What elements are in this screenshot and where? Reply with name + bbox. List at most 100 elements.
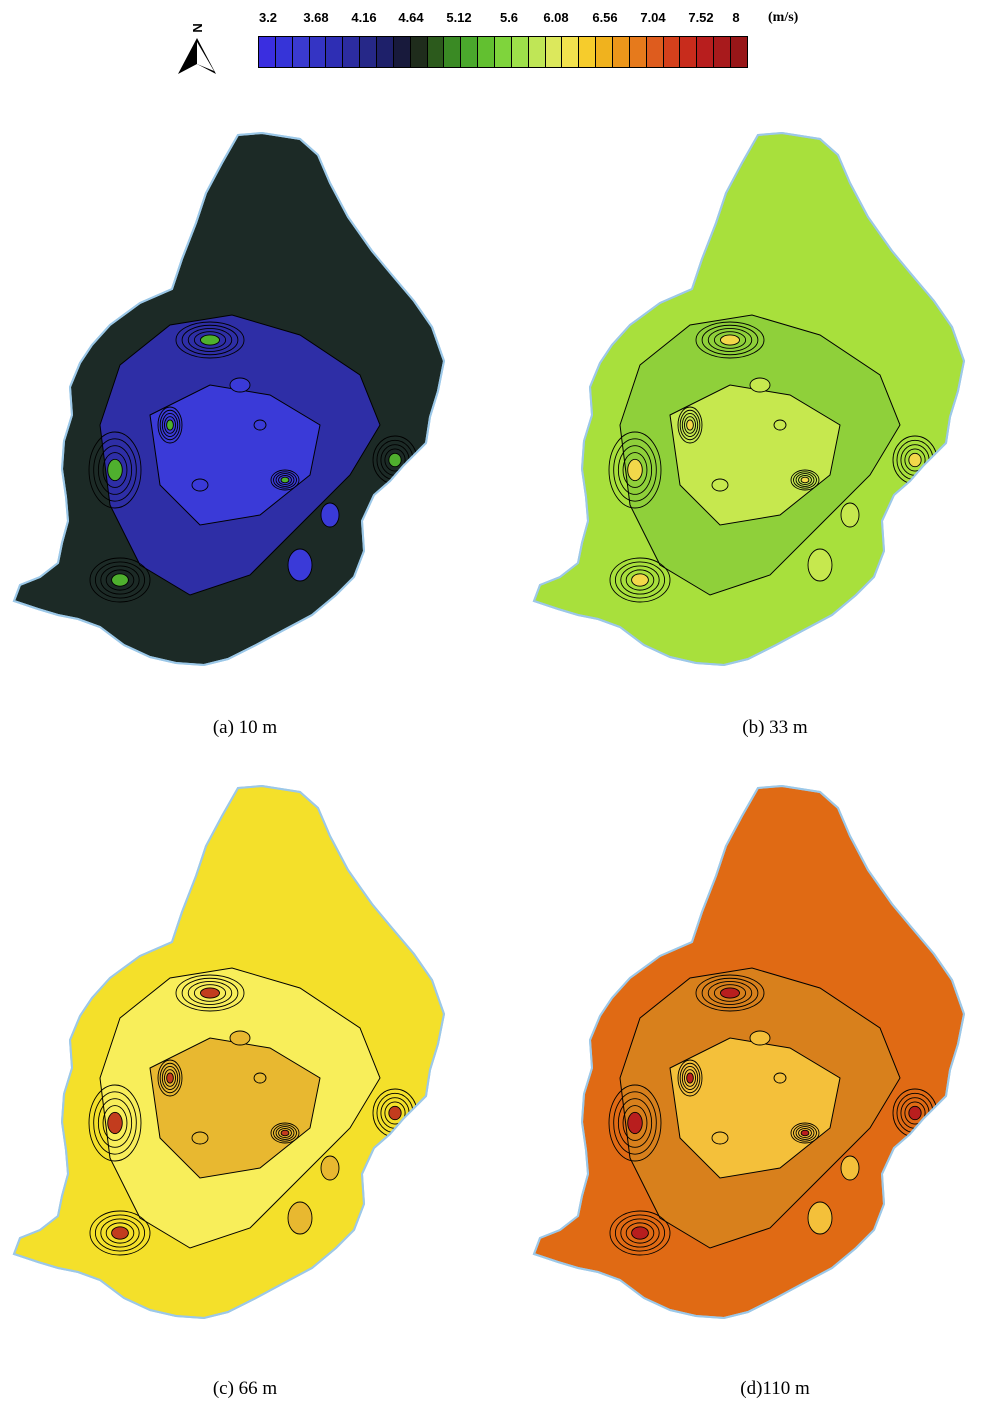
contour-line xyxy=(609,557,671,603)
contour-line xyxy=(89,557,151,603)
color-scale-swatch xyxy=(495,37,512,67)
contour-line xyxy=(908,1105,922,1121)
contour-line xyxy=(89,1210,151,1256)
contour-line xyxy=(278,1127,292,1139)
contour-line xyxy=(191,1131,209,1145)
legend-tick: 5.6 xyxy=(499,10,519,25)
coastline xyxy=(532,131,966,667)
contour-line xyxy=(270,469,300,491)
contour-line xyxy=(798,1127,812,1139)
contour-line xyxy=(686,1072,694,1084)
contour-line xyxy=(102,1105,128,1141)
contour-line xyxy=(631,1226,649,1240)
panel-caption: (d)110 m xyxy=(740,1378,810,1399)
contour-region xyxy=(669,1037,841,1179)
contour-line xyxy=(608,1084,662,1162)
color-scale-swatch xyxy=(461,37,479,67)
contour-line xyxy=(111,1226,129,1240)
contour-line xyxy=(187,328,233,352)
contour-line xyxy=(609,1210,671,1256)
panel-caption: (a) 10 m xyxy=(212,717,278,738)
contour-line xyxy=(111,573,129,587)
contour-line xyxy=(613,438,657,502)
contour-line xyxy=(181,324,239,356)
color-scale-swatch xyxy=(309,37,327,67)
contour-line xyxy=(679,1062,701,1094)
color-scale-swatch xyxy=(613,37,630,67)
contour-line xyxy=(701,324,759,356)
contour-line xyxy=(320,1155,340,1181)
legend-tick: 6.08 xyxy=(543,10,569,25)
contour-region xyxy=(149,384,321,526)
map-panel-33m xyxy=(532,131,966,667)
contour-line xyxy=(793,471,817,489)
contour-line xyxy=(107,1111,123,1135)
contour-line xyxy=(798,474,812,486)
contour-line xyxy=(88,431,142,509)
color-scale-swatch xyxy=(562,37,580,67)
contour-line xyxy=(229,377,251,393)
contour-line xyxy=(157,1059,183,1097)
contour-line xyxy=(159,409,181,441)
color-scale-swatch xyxy=(545,37,563,67)
north-arrow-icon: N xyxy=(178,23,216,74)
contour-line xyxy=(229,1030,251,1046)
contour-line xyxy=(713,331,747,349)
contour-line xyxy=(157,406,183,444)
contour-line xyxy=(384,1101,406,1125)
map-panel-10m xyxy=(12,131,446,667)
contour-line xyxy=(684,1069,696,1087)
contour-line xyxy=(627,458,643,482)
contour-line xyxy=(280,476,290,484)
contour-line xyxy=(164,1069,176,1087)
contour-line xyxy=(795,1126,815,1140)
contour-line xyxy=(273,1124,297,1142)
contour-line xyxy=(161,1066,179,1090)
contour-line xyxy=(695,974,765,1012)
contour-line xyxy=(840,502,860,528)
contour-line xyxy=(93,438,137,502)
contour-line xyxy=(711,478,729,492)
contour-line xyxy=(100,1218,140,1248)
contour-line xyxy=(187,981,233,1005)
legend-tick: 3.2 xyxy=(258,10,278,25)
contour-line xyxy=(617,445,653,495)
contour-line xyxy=(253,1072,267,1084)
color-scale-swatch xyxy=(410,37,428,67)
contour-line xyxy=(795,473,815,487)
contour-line xyxy=(273,471,297,489)
contour-group xyxy=(608,967,938,1256)
color-scale-swatch xyxy=(377,37,394,67)
contour-line xyxy=(384,448,406,472)
contour-line xyxy=(695,321,765,359)
contour-line xyxy=(614,561,666,599)
contour-line xyxy=(159,1062,181,1094)
contour-line xyxy=(720,987,740,999)
color-scale-swatch xyxy=(360,37,378,67)
coastline xyxy=(12,784,446,1320)
contour-line xyxy=(614,1214,666,1252)
contour-line xyxy=(275,1126,295,1140)
color-scale-swatch xyxy=(629,37,647,67)
color-scale-swatch xyxy=(343,37,361,67)
legend-tick: 8 xyxy=(732,10,740,25)
contour-line xyxy=(793,1124,817,1142)
contour-line xyxy=(287,548,313,582)
contour-group xyxy=(88,314,418,603)
legend-tick: 7.52 xyxy=(688,10,714,25)
color-scale-swatch xyxy=(697,37,715,67)
contour-line xyxy=(904,448,926,472)
contour-line xyxy=(175,321,245,359)
contour-line xyxy=(681,413,699,437)
contour-line xyxy=(625,569,655,591)
contour-line xyxy=(773,419,787,431)
color-scale-swatch xyxy=(511,37,529,67)
legend-tick: 7.04 xyxy=(640,10,666,25)
color-scale-swatch xyxy=(714,37,732,67)
contour-line xyxy=(608,431,662,509)
contour-line xyxy=(686,419,694,431)
color-scale-swatch xyxy=(528,37,546,67)
contour-region xyxy=(669,384,841,526)
contour-line xyxy=(200,334,220,346)
contour-line xyxy=(100,565,140,595)
